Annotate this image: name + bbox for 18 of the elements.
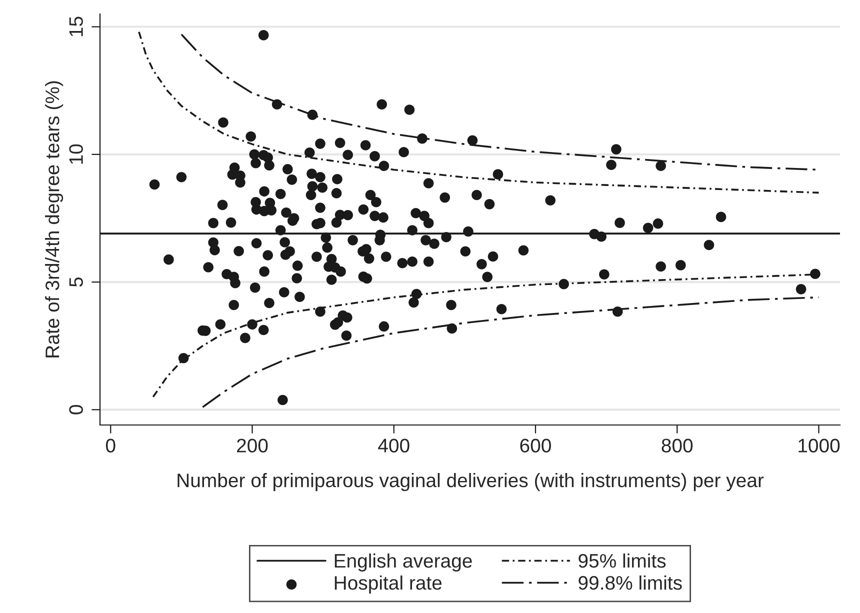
line-series	[202, 296, 820, 408]
y-axis-title: Rate of 3rd/4th degree tears (%)	[45, 81, 64, 358]
x-axis-title: Number of primiparous vaginal deliveries (with instruments) per year	[178, 472, 764, 492]
x-tick-label: 800	[662, 438, 693, 452]
x-tick-label: 1000	[798, 438, 840, 452]
y-tick-label: 15	[69, 16, 83, 36]
legend-label: English average	[334, 553, 472, 572]
line-series	[138, 30, 820, 194]
y-tick-label: 5	[69, 277, 83, 287]
legend-label: 99.8% limits	[578, 575, 682, 590]
y-tick-label: 10	[69, 144, 83, 164]
legend-label: Hospital rate	[334, 575, 442, 594]
x-tick-label: 0	[106, 438, 116, 452]
x-tick-label: 600	[520, 438, 551, 452]
x-tick-label: 400	[378, 438, 410, 452]
x-tick-label: 200	[237, 438, 268, 452]
y-tick-label: 0	[69, 405, 83, 414]
legend-label: 95% limits	[578, 553, 666, 568]
